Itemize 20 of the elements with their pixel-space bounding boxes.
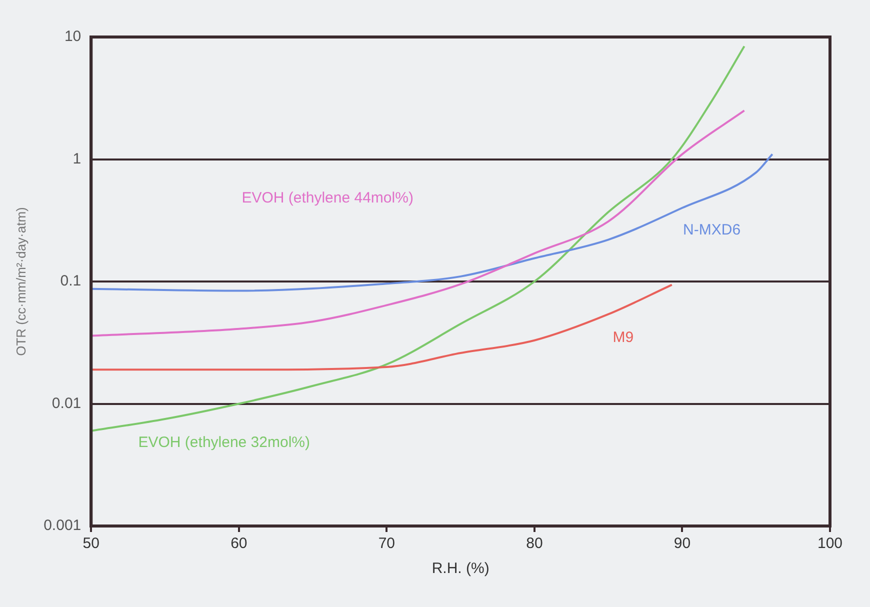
y-axis-title: OTR (cc·mm/m²·day·atm) <box>13 207 28 356</box>
x-tick-label: 60 <box>230 535 248 552</box>
y-tick-label: 1 <box>72 150 82 168</box>
text: EVOH (ethylene 44mol%) <box>242 190 414 207</box>
x-axis-title: R.H. (%) <box>432 560 490 578</box>
x-tick-label: 70 <box>378 535 396 552</box>
x-tick-label: 50 <box>82 535 100 552</box>
series-label: EVOH (ethylene 32mol%) <box>138 434 310 452</box>
line-series <box>91 284 673 371</box>
series-label: N-MXD6 <box>683 221 741 238</box>
y-tick-label: 10 <box>64 28 82 46</box>
x-tick-label: 100 <box>817 535 843 552</box>
x-tick-label: 90 <box>674 535 691 552</box>
line-series <box>91 153 774 292</box>
series-label: M9 <box>612 328 634 346</box>
y-tick-label: 0.01 <box>52 394 82 412</box>
y-tick-label: 0.001 <box>44 517 82 534</box>
line-series <box>91 45 746 432</box>
y-tick-label: 0.1 <box>60 272 82 290</box>
x-tick-label: 80 <box>526 535 543 552</box>
